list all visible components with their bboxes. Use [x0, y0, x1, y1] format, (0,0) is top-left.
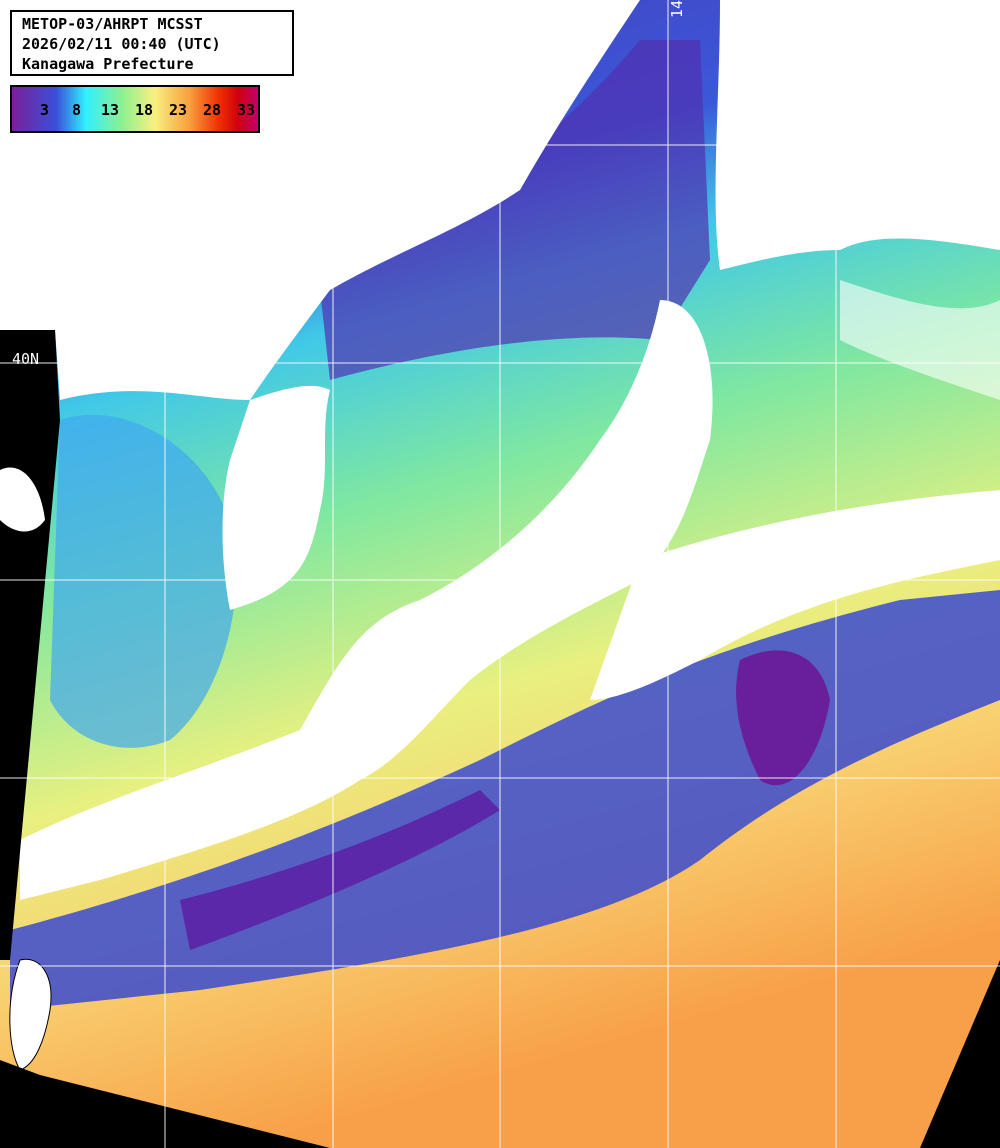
- japan-land-cloud: [20, 300, 713, 900]
- hokkaido-cloud: [715, 0, 1000, 270]
- cold-streak: [180, 790, 500, 950]
- lon-label-140e: 140E: [668, 0, 686, 18]
- colorbar-tick: 13: [101, 101, 120, 119]
- sst-colorbar: 3 8 13 18 23 28 33: [10, 85, 260, 133]
- colorbar-tick: 3: [40, 101, 50, 119]
- taiwan-land: [9, 958, 52, 1071]
- no-data-southwest: [0, 1060, 330, 1148]
- korea-land: [222, 385, 330, 610]
- satellite-product: METOP-03/AHRPT MCSST: [22, 15, 203, 33]
- lat-label-40n: 40N: [12, 350, 40, 368]
- pacific-cloud-band: [590, 490, 1000, 700]
- provider: Kanagawa Prefecture: [22, 55, 194, 73]
- title-box: METOP-03/AHRPT MCSST 2026/02/11 00:40 (U…: [10, 10, 294, 76]
- colorbar-tick: 18: [135, 101, 154, 119]
- colorbar-tick: 8: [72, 101, 82, 119]
- no-data-southeast: [920, 960, 1000, 1148]
- shandong-land: [0, 467, 45, 532]
- kuril-cloud: [840, 280, 1000, 400]
- colorbar-tick: 23: [169, 101, 188, 119]
- observation-time: 2026/02/11 00:40 (UTC): [22, 35, 221, 53]
- japan-sea-north: [320, 40, 710, 380]
- colorbar-tick: 28: [203, 101, 222, 119]
- colorbar-tick: 33: [237, 101, 256, 119]
- cold-eddy: [736, 650, 830, 786]
- yellow-sea: [50, 414, 237, 748]
